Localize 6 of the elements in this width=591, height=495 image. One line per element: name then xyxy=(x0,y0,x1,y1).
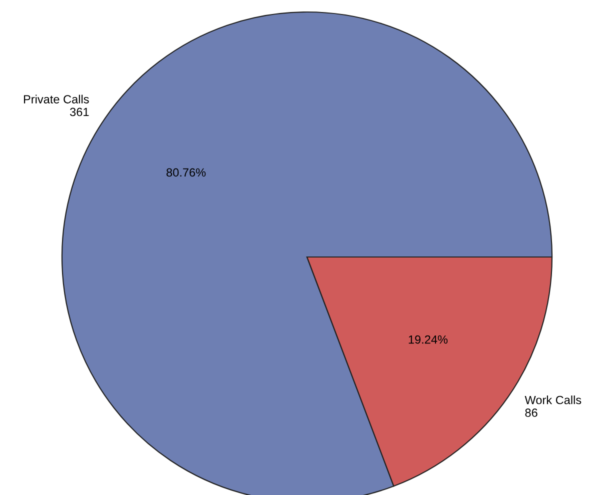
slice-label: Private Calls xyxy=(24,94,89,104)
data-label: 19.24% xyxy=(408,335,448,344)
text: 86 xyxy=(525,408,538,417)
data-label: 80.76% xyxy=(166,168,206,177)
text: 361 xyxy=(70,108,89,116)
slice-label: Work Calls xyxy=(524,396,582,404)
